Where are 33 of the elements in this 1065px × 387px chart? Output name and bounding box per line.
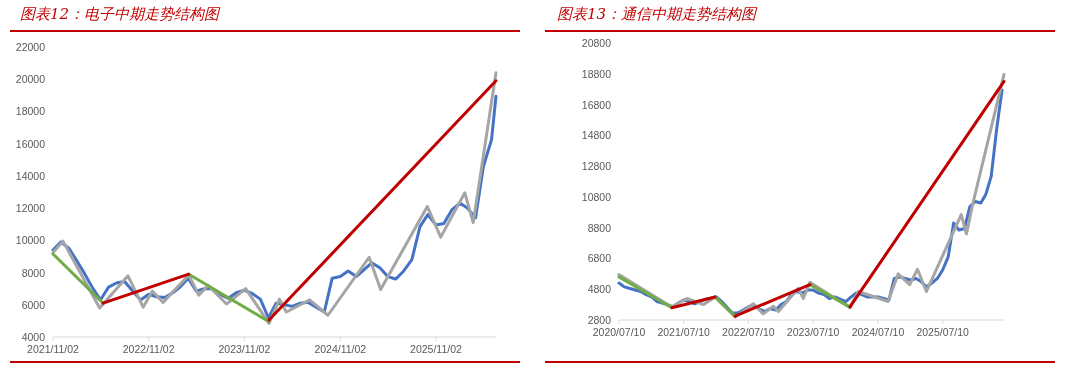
x-tick-label: 2021/07/10 bbox=[657, 326, 711, 338]
y-tick-label: 18000 bbox=[15, 105, 46, 118]
x-tick-label: 2022/07/10 bbox=[722, 326, 775, 338]
chart-title: 图表12：电子中期走势结构图 bbox=[20, 5, 222, 23]
x-tick-label: 2022/11/02 bbox=[122, 343, 175, 355]
y-tick-label: 20800 bbox=[581, 37, 612, 49]
y-tick-label: 10000 bbox=[15, 234, 46, 247]
y-tick-label: 18800 bbox=[581, 67, 612, 80]
chart-title: 图表13：通信中期走势结构图 bbox=[557, 5, 759, 23]
y-tick-label: 8000 bbox=[21, 266, 46, 279]
y-tick-label: 2800 bbox=[587, 314, 612, 326]
x-tick-label: 2023/11/02 bbox=[218, 343, 271, 355]
x-tick-label: 2024/07/10 bbox=[851, 326, 905, 338]
y-tick-label: 6000 bbox=[21, 298, 46, 311]
y-tick-label: 22000 bbox=[15, 41, 46, 53]
y-tick-label: 16800 bbox=[581, 98, 612, 111]
x-tick-label: 2024/11/02 bbox=[314, 343, 367, 355]
y-tick-label: 12000 bbox=[15, 202, 46, 215]
y-tick-label: 14800 bbox=[581, 129, 612, 142]
x-tick-label: 2023/07/10 bbox=[786, 326, 840, 338]
y-tick-label: 4800 bbox=[587, 283, 612, 296]
y-tick-label: 14000 bbox=[15, 169, 46, 182]
y-tick-label: 8800 bbox=[587, 221, 612, 234]
y-tick-label: 6800 bbox=[587, 252, 612, 265]
y-tick-label: 20000 bbox=[15, 73, 46, 86]
x-tick-label: 2025/07/10 bbox=[916, 326, 970, 338]
y-tick-label: 16000 bbox=[15, 137, 46, 150]
x-tick-label: 2025/11/02 bbox=[410, 343, 463, 355]
y-tick-label: 12800 bbox=[581, 160, 612, 173]
y-tick-label: 4000 bbox=[21, 331, 46, 343]
y-tick-label: 10800 bbox=[581, 190, 612, 203]
x-tick-label: 2021/11/02 bbox=[27, 343, 80, 355]
x-tick-label: 2020/07/10 bbox=[592, 326, 646, 338]
